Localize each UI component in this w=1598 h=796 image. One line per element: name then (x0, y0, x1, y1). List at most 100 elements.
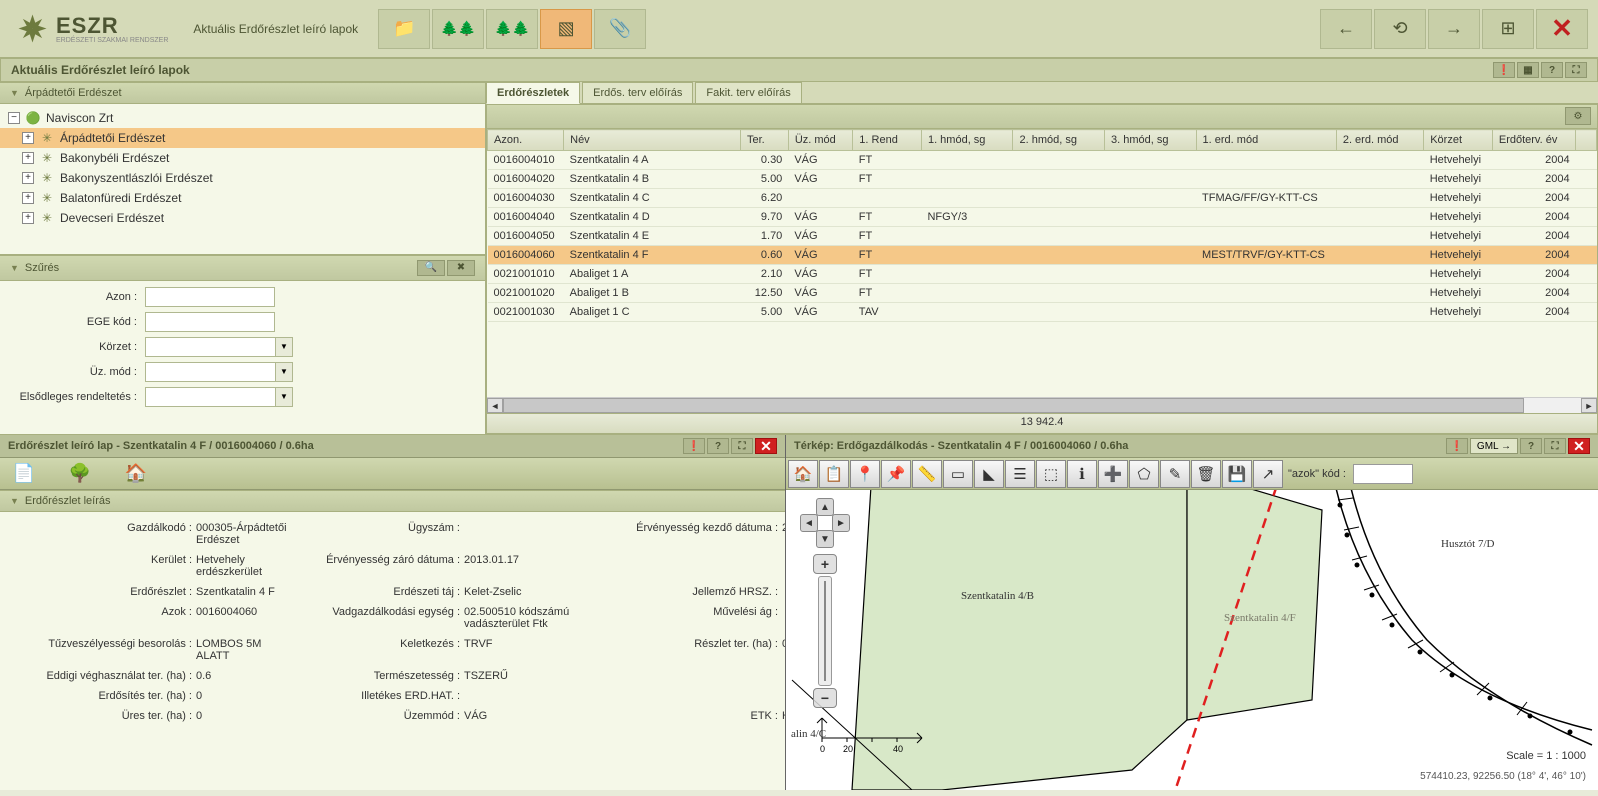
table-row[interactable]: 0016004010Szentkatalin 4 A0.30VÁGFTHetve… (488, 151, 1597, 170)
layers-icon[interactable]: ☰ (1005, 460, 1035, 488)
tree-header[interactable]: ▼ Árpádtetői Erdészet (0, 82, 485, 104)
close-panel-icon[interactable]: ✕ (755, 438, 777, 454)
measure-icon[interactable]: 📏 (912, 460, 942, 488)
alert-icon[interactable]: ❗ (1493, 62, 1515, 78)
table-row[interactable]: 0016004020Szentkatalin 4 B5.00VÁGFTHetve… (488, 170, 1597, 189)
forward-button[interactable]: → (1428, 9, 1480, 49)
dropdown-button[interactable]: ▼ (275, 362, 293, 382)
open-button[interactable]: 📁 (378, 9, 430, 49)
info-icon[interactable]: ℹ (1067, 460, 1097, 488)
filter-input[interactable] (145, 312, 275, 332)
detail-section-header[interactable]: ▼ Erdőrészlet leírás (0, 490, 785, 512)
scroll-thumb[interactable] (503, 398, 1524, 413)
marker-icon[interactable]: 📌 (881, 460, 911, 488)
refresh-button[interactable]: ⟲ (1374, 9, 1426, 49)
select-rect-icon[interactable]: ⬚ (1036, 460, 1066, 488)
area-icon[interactable]: ▭ (943, 460, 973, 488)
list-icon[interactable]: ▦ (1517, 62, 1539, 78)
column-header[interactable]: Ter. (740, 130, 788, 151)
pan-down-button[interactable]: ▼ (816, 530, 834, 548)
table-row[interactable]: 0016004040Szentkatalin 4 D9.70VÁGFTNFGY/… (488, 208, 1597, 227)
pan-right-button[interactable]: ► (832, 514, 850, 532)
export-icon[interactable]: ↗ (1253, 460, 1283, 488)
pan-left-button[interactable]: ◄ (800, 514, 818, 532)
filter-input[interactable] (145, 337, 275, 357)
search-icon[interactable]: 🔍 (417, 260, 445, 276)
horizontal-scrollbar[interactable]: ◄ ► (487, 397, 1597, 413)
column-header[interactable]: 2. erd. mód (1336, 130, 1423, 151)
forest-button-1[interactable]: 🌲🌲 (432, 9, 484, 49)
home-icon[interactable]: 🏠 (116, 461, 156, 487)
close-button[interactable]: ✕ (1536, 9, 1588, 49)
document-icon[interactable]: 📄 (4, 461, 44, 487)
filter-input[interactable] (145, 287, 275, 307)
document-icon[interactable]: 📋 (819, 460, 849, 488)
column-header[interactable]: 1. hmód, sg (921, 130, 1013, 151)
maximize-icon[interactable]: ⛶ (731, 438, 753, 454)
column-header[interactable]: Azon. (488, 130, 564, 151)
dropdown-button[interactable]: ▼ (275, 337, 293, 357)
table-row[interactable]: 0016004060Szentkatalin 4 F0.60VÁGFTMEST/… (488, 246, 1597, 265)
filter-header[interactable]: ▼ Szűrés 🔍 ✖ (0, 255, 485, 281)
table-row[interactable]: 0021001020Abaliget 1 B12.50VÁGFTHetvehel… (488, 284, 1597, 303)
column-header[interactable]: Üz. mód (788, 130, 852, 151)
table-cell: Abaliget 1 C (564, 303, 741, 322)
forest-button-2[interactable]: 🌲🌲 (486, 9, 538, 49)
maximize-icon[interactable]: ⛶ (1565, 62, 1587, 78)
save-icon[interactable]: 💾 (1222, 460, 1252, 488)
table-settings-icon[interactable]: ⚙ (1565, 107, 1591, 125)
table-row[interactable]: 0021001030Abaliget 1 C5.00VÁGTAVHetvehel… (488, 303, 1597, 322)
scroll-right-arrow[interactable]: ► (1581, 398, 1597, 413)
column-header[interactable]: 1. erd. mód (1196, 130, 1336, 151)
tree-item[interactable]: +✳Devecseri Erdészet (0, 208, 485, 228)
map-button[interactable]: ▧ (540, 9, 592, 49)
delete-icon[interactable]: 🗑 (1191, 460, 1221, 488)
close-panel-icon[interactable]: ✕ (1568, 438, 1590, 454)
zoom-slider-track[interactable] (818, 576, 832, 686)
help-icon[interactable]: ? (707, 438, 729, 454)
column-header[interactable]: 1. Rend (853, 130, 922, 151)
edit-icon[interactable]: ✎ (1160, 460, 1190, 488)
tree-item[interactable]: +✳Árpádtetői Erdészet (0, 128, 485, 148)
tree-item[interactable]: +✳Balatonfüredi Erdészet (0, 188, 485, 208)
zoom-in-button[interactable]: + (813, 554, 837, 574)
tab[interactable]: Erdőrészletek (486, 82, 580, 104)
tab[interactable]: Erdős. terv előírás (582, 82, 693, 103)
tree-icon[interactable]: 🌳 (60, 461, 100, 487)
column-header[interactable]: 3. hmód, sg (1105, 130, 1197, 151)
add-icon[interactable]: ➕ (1098, 460, 1128, 488)
grid-button[interactable]: ⊞ (1482, 9, 1534, 49)
tree-item[interactable]: +✳Bakonybéli Erdészet (0, 148, 485, 168)
scroll-left-arrow[interactable]: ◄ (487, 398, 503, 413)
tree-root[interactable]: −🟢Naviscon Zrt (0, 108, 485, 128)
dropdown-button[interactable]: ▼ (275, 387, 293, 407)
clear-icon[interactable]: ✖ (447, 260, 475, 276)
zoom-out-button[interactable]: − (813, 688, 837, 708)
angle-icon[interactable]: ◣ (974, 460, 1004, 488)
table-row[interactable]: 0021001010Abaliget 1 A2.10VÁGFTHetvehely… (488, 265, 1597, 284)
tree-item[interactable]: +✳Bakonyszentlászlói Erdészet (0, 168, 485, 188)
map-search-input[interactable] (1353, 464, 1413, 484)
maximize-icon[interactable]: ⛶ (1544, 438, 1566, 454)
table-row[interactable]: 0016004050Szentkatalin 4 E1.70VÁGFTHetve… (488, 227, 1597, 246)
column-header[interactable]: Erdőterv. év (1492, 130, 1575, 151)
pan-up-button[interactable]: ▲ (816, 498, 834, 516)
alert-icon[interactable]: ❗ (683, 438, 705, 454)
back-button[interactable]: ← (1320, 9, 1372, 49)
help-icon[interactable]: ? (1520, 438, 1542, 454)
column-header[interactable]: Név (564, 130, 741, 151)
pin-icon[interactable]: 📍 (850, 460, 880, 488)
column-header[interactable]: Körzet (1424, 130, 1493, 151)
attach-button[interactable]: 📎 (594, 9, 646, 49)
tab[interactable]: Fakit. terv előírás (695, 82, 801, 103)
table-row[interactable]: 0016004030Szentkatalin 4 C6.20TFMAG/FF/G… (488, 189, 1597, 208)
filter-input[interactable] (145, 362, 275, 382)
gml-button[interactable]: GML → (1470, 438, 1518, 454)
help-icon[interactable]: ? (1541, 62, 1563, 78)
filter-input[interactable] (145, 387, 275, 407)
home-extent-icon[interactable]: 🏠 (788, 460, 818, 488)
alert-icon[interactable]: ❗ (1446, 438, 1468, 454)
polygon-icon[interactable]: ⬠ (1129, 460, 1159, 488)
map-canvas[interactable]: 0 20 40 ▲ ◄ ► ▼ + − Szentkatalin 4/BSzen… (786, 490, 1598, 790)
column-header[interactable]: 2. hmód, sg (1013, 130, 1105, 151)
